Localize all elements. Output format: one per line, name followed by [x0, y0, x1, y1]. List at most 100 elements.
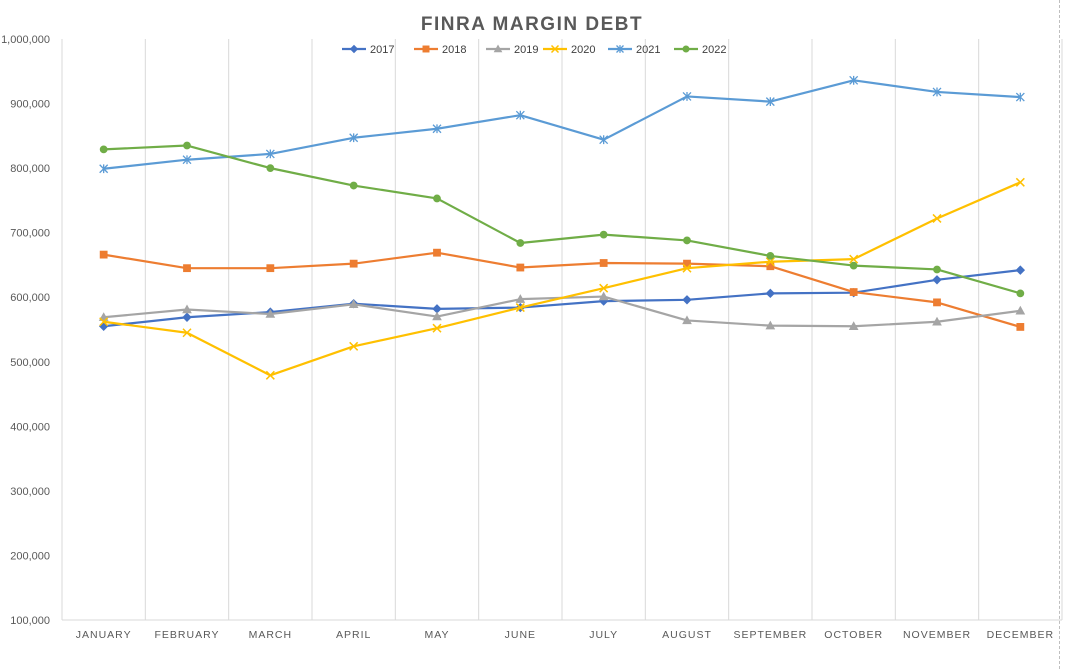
data-point	[515, 294, 526, 303]
legend-label: 2019	[514, 44, 538, 56]
x-tick-label: MARCH	[249, 629, 293, 641]
gridlines	[61, 39, 1063, 621]
x-tick-label: OCTOBER	[824, 629, 883, 641]
y-tick-label: 700,000	[10, 228, 50, 240]
series-line	[103, 181, 1021, 377]
data-point	[266, 264, 275, 273]
x-tick-label: JANUARY	[76, 629, 132, 641]
series-2020	[99, 177, 1025, 380]
data-point	[682, 45, 690, 53]
data-point	[265, 149, 275, 159]
data-point	[765, 97, 775, 107]
y-axis: 100,000 200,000 300,000 400,000 500,000 600,0…	[1, 34, 50, 627]
data-point	[265, 370, 275, 380]
data-point	[99, 317, 109, 327]
data-point	[349, 259, 358, 268]
series-2022	[99, 141, 1025, 298]
legend-item-2020: 2020	[543, 44, 595, 56]
legend-item-2022: 2022	[674, 44, 726, 56]
data-point	[682, 263, 692, 273]
data-point	[1015, 92, 1025, 102]
data-point	[1015, 265, 1026, 275]
data-point	[848, 321, 859, 330]
x-tick-label: SEPTEMBER	[733, 629, 807, 641]
legend-label: 2017	[370, 44, 394, 56]
data-point	[683, 236, 691, 245]
data-point	[849, 288, 858, 296]
data-point	[182, 328, 192, 338]
series-2018	[99, 248, 1025, 331]
x-tick-label: NOVEMBER	[903, 629, 971, 641]
legend-item-2019: 2019	[486, 44, 538, 56]
data-point	[265, 308, 276, 318]
data-point	[765, 320, 776, 330]
data-point	[266, 164, 275, 173]
data-point	[599, 283, 609, 293]
data-point	[183, 141, 191, 150]
data-point	[516, 239, 525, 247]
data-point	[849, 75, 859, 85]
data-point	[849, 261, 858, 270]
data-point	[516, 263, 525, 272]
data-point	[616, 45, 624, 53]
data-point	[682, 295, 692, 305]
data-point	[432, 311, 442, 321]
data-point	[599, 230, 608, 239]
data-point	[99, 145, 108, 154]
data-point	[349, 341, 359, 351]
data-point	[433, 194, 441, 203]
data-point	[932, 275, 942, 285]
data-point	[182, 304, 192, 314]
data-point	[515, 110, 525, 120]
legend-label: 2018	[442, 44, 466, 56]
data-point	[932, 316, 942, 326]
data-point	[98, 312, 109, 321]
x-tick-label: AUGUST	[662, 629, 712, 641]
data-point	[515, 303, 525, 313]
y-tick-label: 300,000	[10, 486, 50, 498]
data-point	[932, 87, 942, 97]
series-line	[103, 144, 1021, 295]
data-point	[599, 135, 609, 145]
data-point	[422, 45, 430, 53]
data-point	[766, 252, 775, 260]
y-tick-label: 600,000	[10, 292, 50, 304]
data-point	[550, 44, 560, 54]
data-point	[349, 181, 358, 190]
data-point	[682, 91, 692, 101]
plot-area	[98, 75, 1026, 380]
x-tick-label: JULY	[589, 629, 618, 641]
legend-item-2021: 2021	[608, 44, 660, 56]
data-point	[1016, 323, 1025, 331]
y-tick-label: 500,000	[10, 357, 50, 369]
y-tick-label: 1,000,000	[1, 34, 50, 46]
data-point	[766, 262, 775, 271]
data-point	[349, 44, 359, 54]
data-point	[493, 44, 503, 53]
data-point	[432, 124, 442, 134]
y-tick-label: 400,000	[10, 421, 50, 433]
data-point	[1015, 177, 1025, 187]
series-line	[103, 79, 1021, 170]
data-point	[765, 288, 776, 299]
legend-label: 2020	[571, 44, 595, 56]
data-point	[682, 315, 692, 325]
data-point	[849, 254, 859, 264]
data-point	[599, 259, 608, 267]
data-point	[183, 264, 191, 273]
y-tick-label: 100,000	[10, 615, 50, 627]
x-tick-label: MAY	[425, 629, 450, 641]
x-tick-label: APRIL	[336, 629, 371, 641]
x-tick-label: DECEMBER	[987, 629, 1055, 641]
data-point	[99, 164, 109, 174]
x-axis: JANUARY FEBRUARY MARCH APRIL MAY JUNE JULY AUGU…	[76, 629, 1055, 641]
data-point	[182, 155, 192, 165]
legend-label: 2022	[702, 44, 726, 56]
data-point	[348, 299, 359, 309]
data-point	[432, 323, 442, 333]
series-line	[103, 251, 1021, 328]
data-point	[765, 257, 775, 267]
data-point	[349, 133, 359, 143]
x-tick-label: JUNE	[505, 629, 536, 641]
